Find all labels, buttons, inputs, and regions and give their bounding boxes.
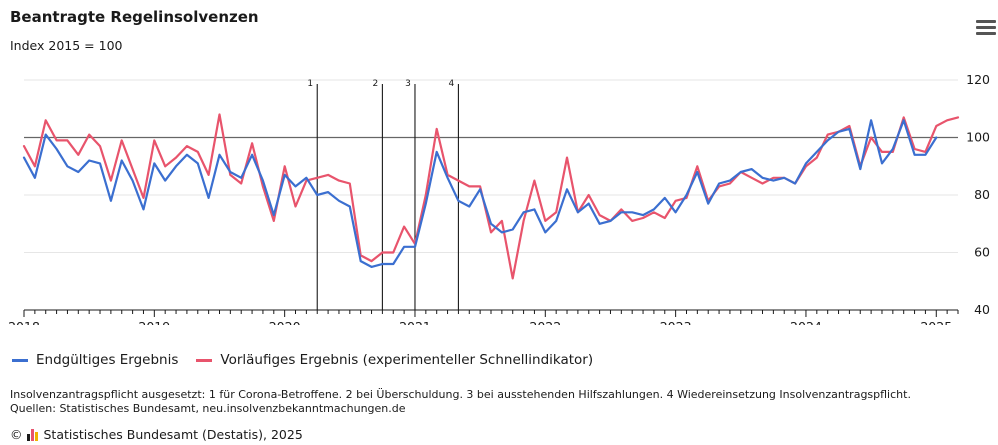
x-tick-label: 2025 bbox=[920, 319, 952, 325]
y-tick-label: 40 bbox=[974, 302, 990, 317]
line-chart: 40 60 80 100 120 2018 2019 2020 2021 2022 2023 2024… bbox=[8, 72, 990, 325]
legend: Endgültiges Ergebnis Vorläufiges Ergebni… bbox=[12, 352, 593, 368]
x-tick-label: 2021 bbox=[399, 319, 431, 325]
event-label-1: 1 bbox=[307, 79, 313, 89]
footnote-events: Insolvenzantragspflicht ausgesetzt: 1 fü… bbox=[10, 388, 911, 401]
series-line-prelim bbox=[22, 113, 960, 280]
event-label-2: 2 bbox=[373, 79, 379, 89]
x-tick-label: 2020 bbox=[269, 319, 301, 325]
x-tick-label: 2022 bbox=[529, 319, 561, 325]
copyright-icon: © bbox=[10, 427, 23, 442]
destatis-logo-icon bbox=[26, 428, 38, 441]
event-label-4: 4 bbox=[449, 79, 455, 89]
chart-title: Beantragte Regelinsolvenzen bbox=[10, 8, 259, 26]
legend-label-final: Endgültiges Ergebnis bbox=[36, 352, 179, 368]
credit-text: Statistisches Bundesamt (Destatis), 2025 bbox=[43, 427, 303, 442]
chart-subtitle: Index 2015 = 100 bbox=[10, 38, 123, 53]
footnote-sources: Quellen: Statistisches Bundesamt, neu.in… bbox=[10, 402, 406, 415]
y-tick-label: 100 bbox=[966, 130, 990, 145]
legend-item-final[interactable]: Endgültiges Ergebnis bbox=[12, 352, 178, 368]
y-tick-label: 120 bbox=[966, 72, 990, 87]
x-tick-label: 2024 bbox=[790, 319, 822, 325]
series-line-final bbox=[22, 119, 938, 268]
x-tick-label: 2023 bbox=[660, 319, 692, 325]
x-tick-label: 2018 bbox=[8, 319, 40, 325]
legend-label-prelim: Vorläufiges Ergebnis (experimenteller Sc… bbox=[220, 352, 594, 368]
y-tick-label: 80 bbox=[974, 187, 990, 202]
y-tick-label: 60 bbox=[974, 245, 990, 260]
legend-swatch-prelim bbox=[196, 358, 213, 362]
legend-item-prelim[interactable]: Vorläufiges Ergebnis (experimenteller Sc… bbox=[196, 352, 593, 368]
menu-icon[interactable] bbox=[976, 20, 996, 36]
credit: © Statistisches Bundesamt (Destatis), 20… bbox=[10, 427, 303, 442]
legend-swatch-final bbox=[12, 358, 28, 362]
x-tick-label: 2019 bbox=[138, 319, 170, 325]
footnote: Insolvenzantragspflicht ausgesetzt: 1 fü… bbox=[10, 388, 911, 416]
event-label-3: 3 bbox=[405, 79, 411, 89]
